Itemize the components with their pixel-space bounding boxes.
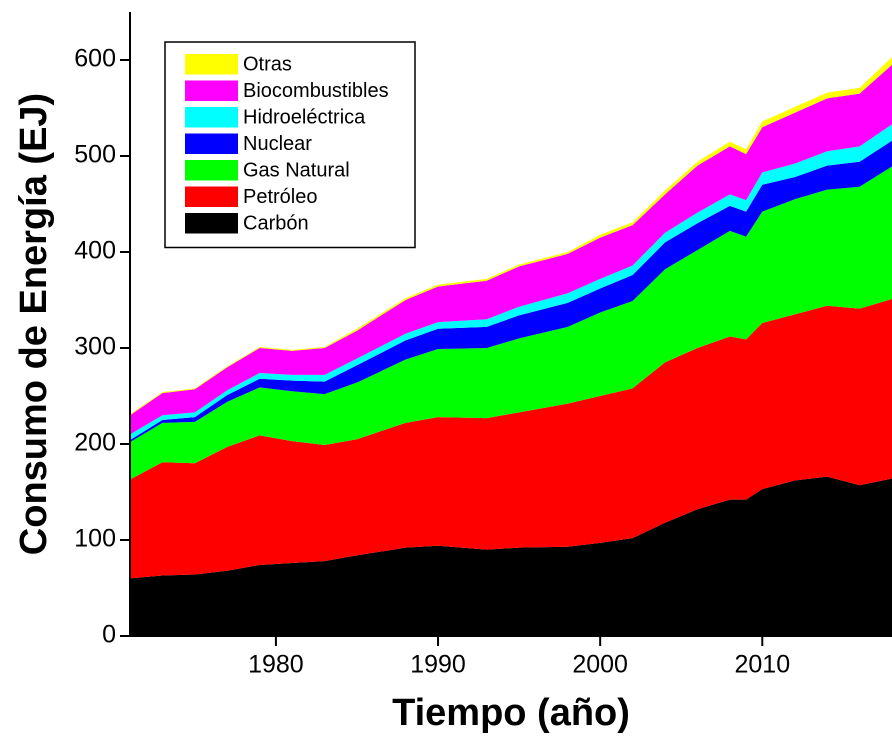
legend-label: Gas Natural xyxy=(243,160,350,182)
x-tick-label: 2000 xyxy=(572,651,628,679)
y-tick-label: 300 xyxy=(74,333,116,361)
legend-label: Petróleo xyxy=(243,186,318,208)
x-tick-label: 1980 xyxy=(248,651,304,679)
legend-swatch xyxy=(185,213,238,234)
area xyxy=(130,64,892,435)
legend-swatch xyxy=(185,54,238,75)
y-tick-label: 100 xyxy=(74,525,116,553)
area xyxy=(130,140,892,443)
legend-label: Otras xyxy=(243,54,292,76)
legend-label: Nuclear xyxy=(243,133,312,155)
legend-swatch xyxy=(185,107,238,128)
y-tick-label: 200 xyxy=(74,429,116,457)
area xyxy=(130,476,892,636)
area xyxy=(130,299,892,579)
y-tick-label: 500 xyxy=(74,141,116,169)
legend-swatch xyxy=(185,186,238,207)
y-tick-label: 600 xyxy=(74,45,116,73)
legend-label: Hidroeléctrica xyxy=(243,107,366,129)
y-tick-label: 400 xyxy=(74,237,116,265)
legend-swatch xyxy=(185,160,238,181)
y-axis-label: Consumo de Energía (EJ) xyxy=(13,93,55,555)
area xyxy=(130,124,892,441)
x-axis-label: Tiempo (año) xyxy=(392,692,630,734)
legend-swatch xyxy=(185,133,238,154)
legend-swatch xyxy=(185,80,238,101)
x-tick-label: 2010 xyxy=(734,651,790,679)
y-tick-label: 0 xyxy=(102,621,116,649)
legend-label: Biocombustibles xyxy=(243,80,389,102)
x-tick-label: 1990 xyxy=(410,651,466,679)
legend-label: Carbón xyxy=(243,213,309,235)
area xyxy=(130,166,892,480)
